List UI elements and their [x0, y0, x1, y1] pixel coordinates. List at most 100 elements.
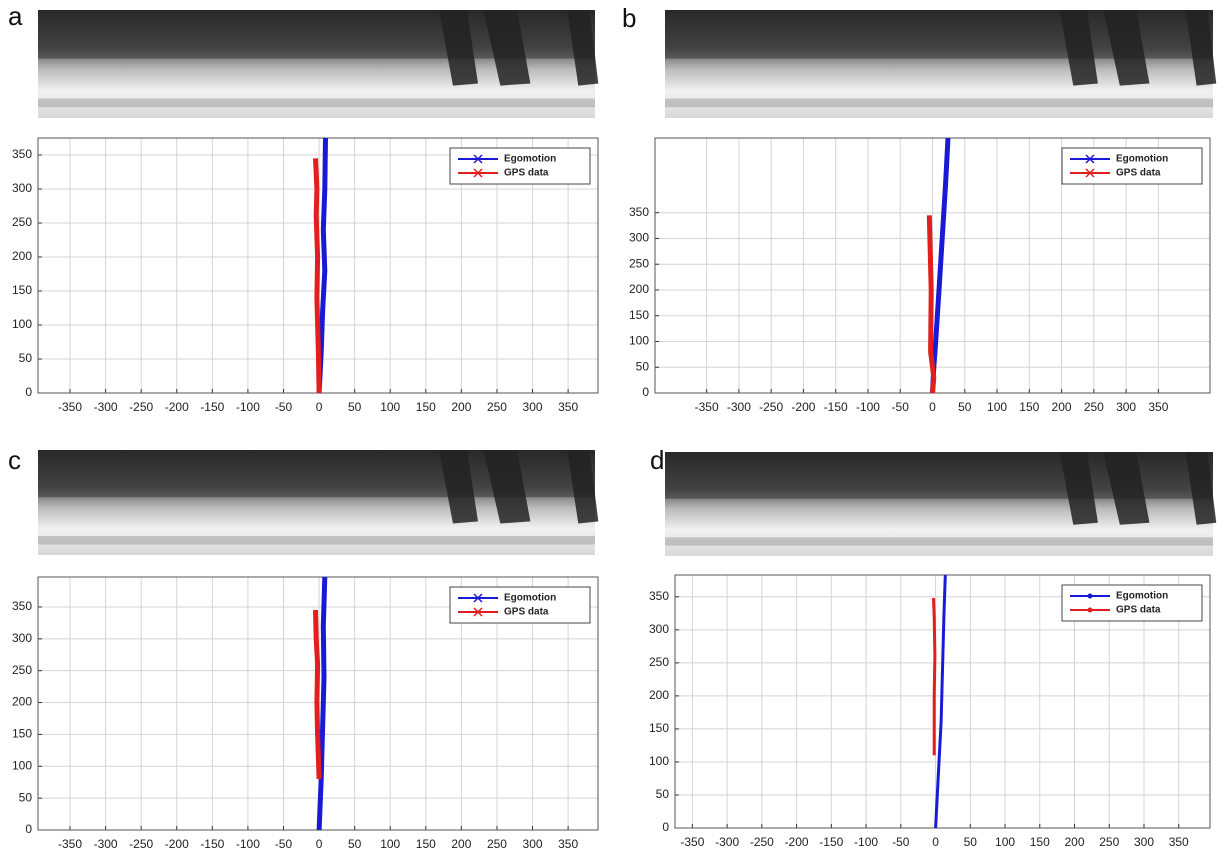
x-tick-label: -150: [819, 835, 843, 849]
panel-label: b: [622, 3, 636, 33]
x-tick-label: 50: [964, 835, 978, 849]
y-tick-label: 50: [656, 787, 670, 801]
y-tick-label: 300: [629, 231, 649, 245]
y-tick-label: 250: [629, 256, 649, 270]
x-tick-label: -350: [680, 835, 704, 849]
x-tick-label: 250: [1084, 400, 1104, 414]
legend-box: [1061, 584, 1203, 622]
x-tick-label: 350: [558, 400, 578, 414]
y-tick-label: 100: [12, 758, 32, 772]
legend-label: GPS data: [504, 168, 549, 179]
x-tick-label: 200: [451, 837, 471, 851]
legend-label: Egomotion: [1116, 154, 1168, 165]
x-tick-label: 150: [416, 400, 436, 414]
legend-marker: [473, 593, 483, 603]
legend-marker: [1087, 593, 1093, 599]
x-tick-label: -50: [275, 400, 293, 414]
y-tick-label: 300: [649, 622, 669, 636]
tree-trunk: [567, 450, 599, 524]
x-tick-label: -300: [94, 837, 118, 851]
y-tick-label: 200: [12, 249, 32, 263]
x-tick-label: 50: [348, 400, 362, 414]
road-photo: [38, 10, 599, 118]
y-tick-label: 100: [12, 317, 32, 331]
x-tick-label: -100: [854, 835, 878, 849]
series-line: [313, 610, 322, 780]
x-tick-label: 200: [1064, 835, 1084, 849]
tree-trunk: [1103, 452, 1150, 525]
x-tick-label: 100: [995, 835, 1015, 849]
x-tick-label: -300: [727, 400, 751, 414]
legend-label: Egomotion: [504, 593, 556, 604]
y-tick-label: 150: [12, 283, 32, 297]
x-tick-label: -150: [200, 400, 224, 414]
legend-label: Egomotion: [504, 154, 556, 165]
x-tick-label: -350: [58, 400, 82, 414]
tree-trunk: [1185, 10, 1217, 86]
legend-box: [449, 586, 591, 624]
legend-label: GPS data: [1116, 168, 1161, 179]
x-tick-label: 250: [1099, 835, 1119, 849]
y-tick-label: 300: [12, 181, 32, 195]
y-tick-label: 150: [12, 727, 32, 741]
x-tick-label: -300: [94, 400, 118, 414]
legend-label: GPS data: [1116, 605, 1161, 616]
x-tick-label: -150: [200, 837, 224, 851]
x-tick-label: 150: [1019, 400, 1039, 414]
tree-trunk: [1185, 452, 1217, 525]
x-tick-label: -100: [236, 400, 260, 414]
axes-frame: [37, 576, 599, 831]
x-tick-label: 150: [1030, 835, 1050, 849]
tree-trunk: [439, 450, 479, 524]
x-tick-label: 300: [1116, 400, 1136, 414]
y-tick-label: 250: [649, 655, 669, 669]
panel-label: c: [8, 445, 21, 475]
x-tick-label: 0: [316, 400, 323, 414]
y-tick-label: 350: [12, 599, 32, 613]
x-tick-label: 300: [523, 400, 543, 414]
series-line: [316, 137, 328, 394]
y-tick-label: 0: [662, 820, 669, 834]
y-tick-label: 50: [19, 351, 33, 365]
legend-box: [449, 147, 591, 185]
x-tick-label: 350: [1169, 835, 1189, 849]
x-tick-label: 100: [380, 400, 400, 414]
x-tick-label: 200: [1052, 400, 1072, 414]
y-tick-label: 50: [19, 790, 33, 804]
x-tick-label: 200: [451, 400, 471, 414]
shadow: [665, 98, 1213, 108]
y-tick-label: 100: [649, 754, 669, 768]
panel-label: a: [8, 1, 23, 31]
y-tick-label: 350: [12, 147, 32, 161]
x-tick-label: 300: [523, 837, 543, 851]
y-tick-label: 150: [649, 721, 669, 735]
y-tick-label: 200: [649, 688, 669, 702]
x-tick-label: 350: [558, 837, 578, 851]
x-tick-label: -250: [129, 837, 153, 851]
tree-trunk: [1059, 452, 1098, 525]
x-tick-label: 0: [932, 835, 939, 849]
y-tick-label: 0: [642, 385, 649, 399]
x-tick-label: -350: [695, 400, 719, 414]
legend-marker: [473, 154, 483, 164]
x-tick-label: -250: [759, 400, 783, 414]
x-tick-label: -200: [791, 400, 815, 414]
x-tick-label: 0: [929, 400, 936, 414]
x-tick-label: 50: [348, 837, 362, 851]
axes-frame: [674, 574, 1211, 829]
series-line: [932, 598, 937, 756]
series-line: [316, 576, 328, 831]
series-line: [926, 215, 937, 394]
series-line: [934, 574, 947, 829]
road-photo: [665, 10, 1217, 118]
x-tick-label: -350: [58, 837, 82, 851]
legend-label: Egomotion: [1116, 591, 1168, 602]
legend-marker: [1085, 154, 1095, 164]
y-tick-label: 250: [12, 215, 32, 229]
tree-trunk: [483, 450, 531, 524]
x-tick-label: 150: [416, 837, 436, 851]
y-tick-label: 200: [629, 282, 649, 296]
shadow: [665, 537, 1213, 546]
x-tick-label: 100: [380, 837, 400, 851]
